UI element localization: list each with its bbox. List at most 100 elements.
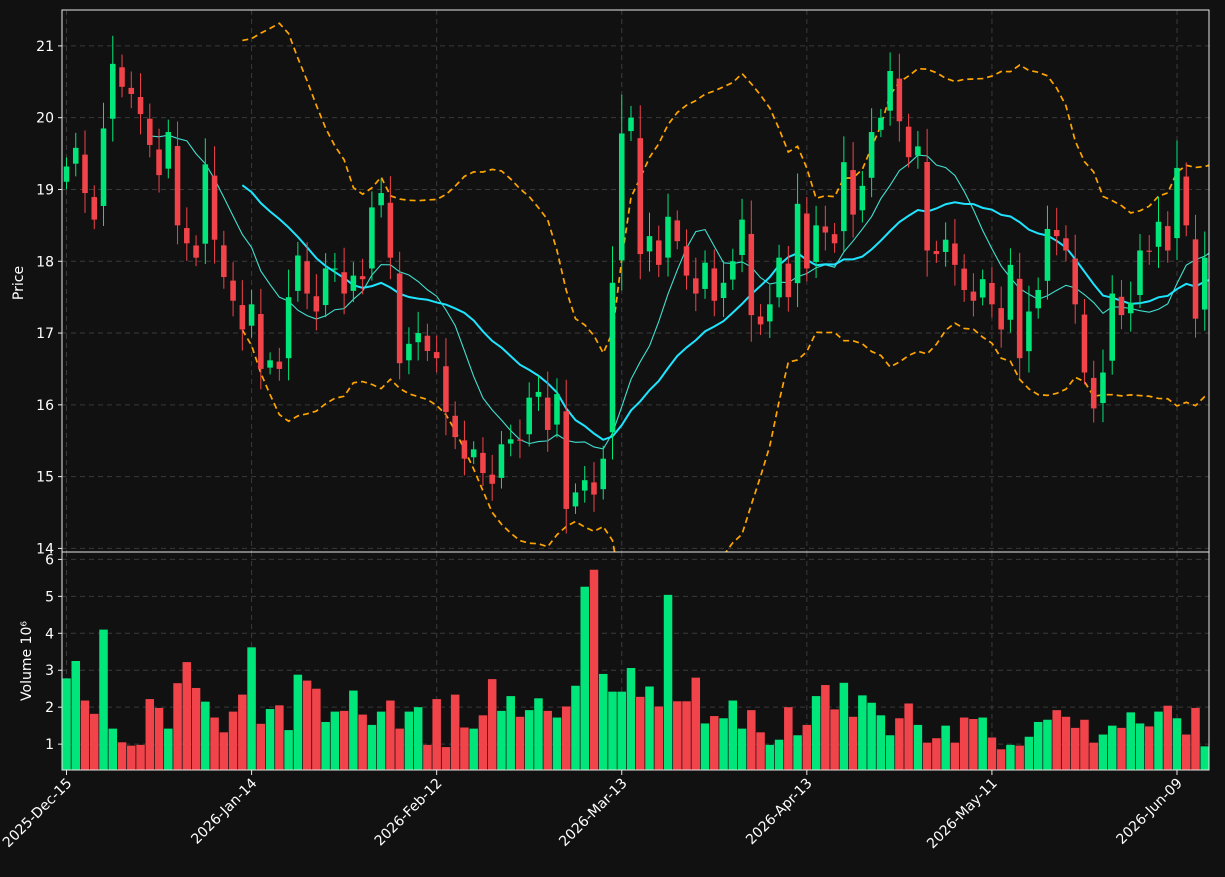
price-y-ticks: 14 15 16 17 18 19 20 21 [36,39,62,557]
candle-body [850,170,856,215]
volume-bar [117,742,127,770]
candle-body [776,257,782,298]
candle-body [961,268,967,290]
volume-bar [145,699,155,770]
volume-bar [275,705,284,770]
volume-bar [774,739,784,770]
candle-body [424,335,431,351]
candle-body [767,304,773,322]
volume-bar [1098,734,1108,770]
volume-bar [432,699,441,770]
candle-body [109,63,116,119]
volume-bar [811,696,821,770]
volume-bar [996,749,1006,770]
volume-tick-label: 4 [45,626,54,642]
candle-body [544,397,551,430]
volume-bar [506,696,515,770]
candle-body [82,154,88,194]
volume-bar [265,709,275,770]
candle-body [230,280,236,301]
candle-body [841,162,847,232]
volume-bar [747,710,756,770]
volume-tick-label: 5 [45,589,54,605]
candle-body [942,239,949,252]
volume-bar [830,709,839,770]
candle-body [1044,228,1051,281]
candle-body [591,482,597,495]
candle-body [979,279,986,298]
volume-bar [1181,734,1191,770]
candle-body [581,480,588,491]
candle-body [526,397,532,435]
volume-bar [376,711,386,770]
volume-bar [765,744,775,770]
candle-body [1081,314,1088,373]
volume-bar [395,728,404,770]
bollinger-bands [241,22,1209,552]
volume-bar [1033,721,1043,770]
volume-bar [1107,725,1117,770]
volume-bar [1006,744,1015,770]
candle-body [147,118,153,145]
candle-body [156,149,162,176]
volume-panel-frame [61,551,1210,771]
volume-bar [626,668,636,770]
volume-bar [941,725,950,770]
volume-bar [904,703,913,770]
candle-body [1007,264,1014,320]
candle-body [1035,289,1041,309]
candle-body [618,133,625,261]
volume-bars [62,569,1210,770]
volume-bar [636,696,645,770]
fast-moving-average-line [149,134,1209,450]
candle-body [637,138,644,255]
volume-bar [802,724,812,770]
lower-band-line [241,322,1209,552]
candle-body [258,314,264,369]
candle-body [804,213,810,269]
volume-bar [737,728,747,770]
volume-bar [922,742,932,770]
volume-bar [932,738,941,770]
volume-bar [173,683,182,770]
volume-bar [238,694,247,770]
candle-body [276,361,283,369]
candle-body [952,243,958,265]
price-axis-label: Price [11,266,27,300]
candle-body [137,97,144,115]
volume-bar [99,629,108,770]
candle-body [1127,302,1134,314]
volume-bar [1052,710,1061,770]
volume-bar [839,682,849,770]
candle-body [933,251,940,255]
candle-body [813,225,819,262]
volume-bar [247,647,256,770]
volume-bar [524,710,534,770]
candle-body [350,275,357,291]
volume-bar [478,715,488,770]
volume-bar [691,677,701,770]
volume-bar [663,594,673,770]
candle-body [470,449,477,458]
volume-axis-label: Volume 10⁶ [19,621,35,701]
volume-bar [598,673,608,770]
volume-bar [312,688,321,770]
upper-band-line [242,22,1209,355]
candle-body [72,147,79,164]
volume-bar [1144,726,1154,770]
candle-body [248,304,255,326]
candle-body [628,117,634,132]
volume-bar [136,744,145,770]
price-tick-label: 17 [36,326,54,342]
candle-body [757,316,764,325]
candle-body [831,234,838,244]
candle-body [730,261,736,280]
volume-bar [987,737,997,770]
volume-bar [154,707,164,770]
candle-body [239,305,246,330]
candle-body [433,352,440,359]
volume-bar [487,679,497,770]
candle-body [609,282,616,433]
candle-body [489,474,495,484]
